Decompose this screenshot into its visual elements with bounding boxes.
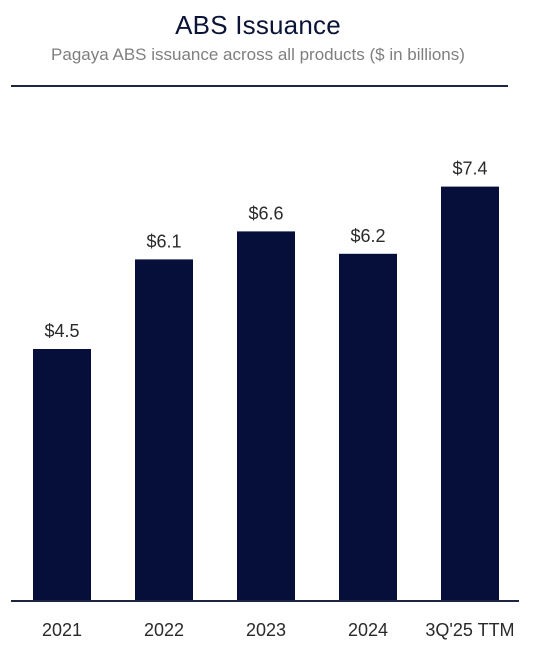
bar-2023 (237, 231, 295, 601)
title-divider (11, 85, 508, 87)
chart-title: ABS Issuance (175, 10, 341, 40)
bar-3q-25-ttm (441, 186, 499, 601)
x-tick-label: 2022 (144, 620, 184, 640)
x-tick-label: 2023 (246, 620, 286, 640)
data-label: $7.4 (452, 159, 487, 179)
data-label: $6.1 (146, 231, 181, 251)
x-tick-label: 2021 (42, 620, 82, 640)
chart-subtitle: Pagaya ABS issuance across all products … (51, 45, 465, 64)
x-tick-label: 2024 (348, 620, 388, 640)
data-label: $6.2 (350, 226, 385, 246)
data-label: $4.5 (44, 321, 79, 341)
bar-2024 (339, 253, 397, 602)
bar-2022 (135, 259, 193, 601)
data-label: $6.6 (248, 203, 283, 223)
x-tick-label: 3Q'25 TTM (425, 620, 514, 640)
bar-2021 (33, 349, 91, 601)
